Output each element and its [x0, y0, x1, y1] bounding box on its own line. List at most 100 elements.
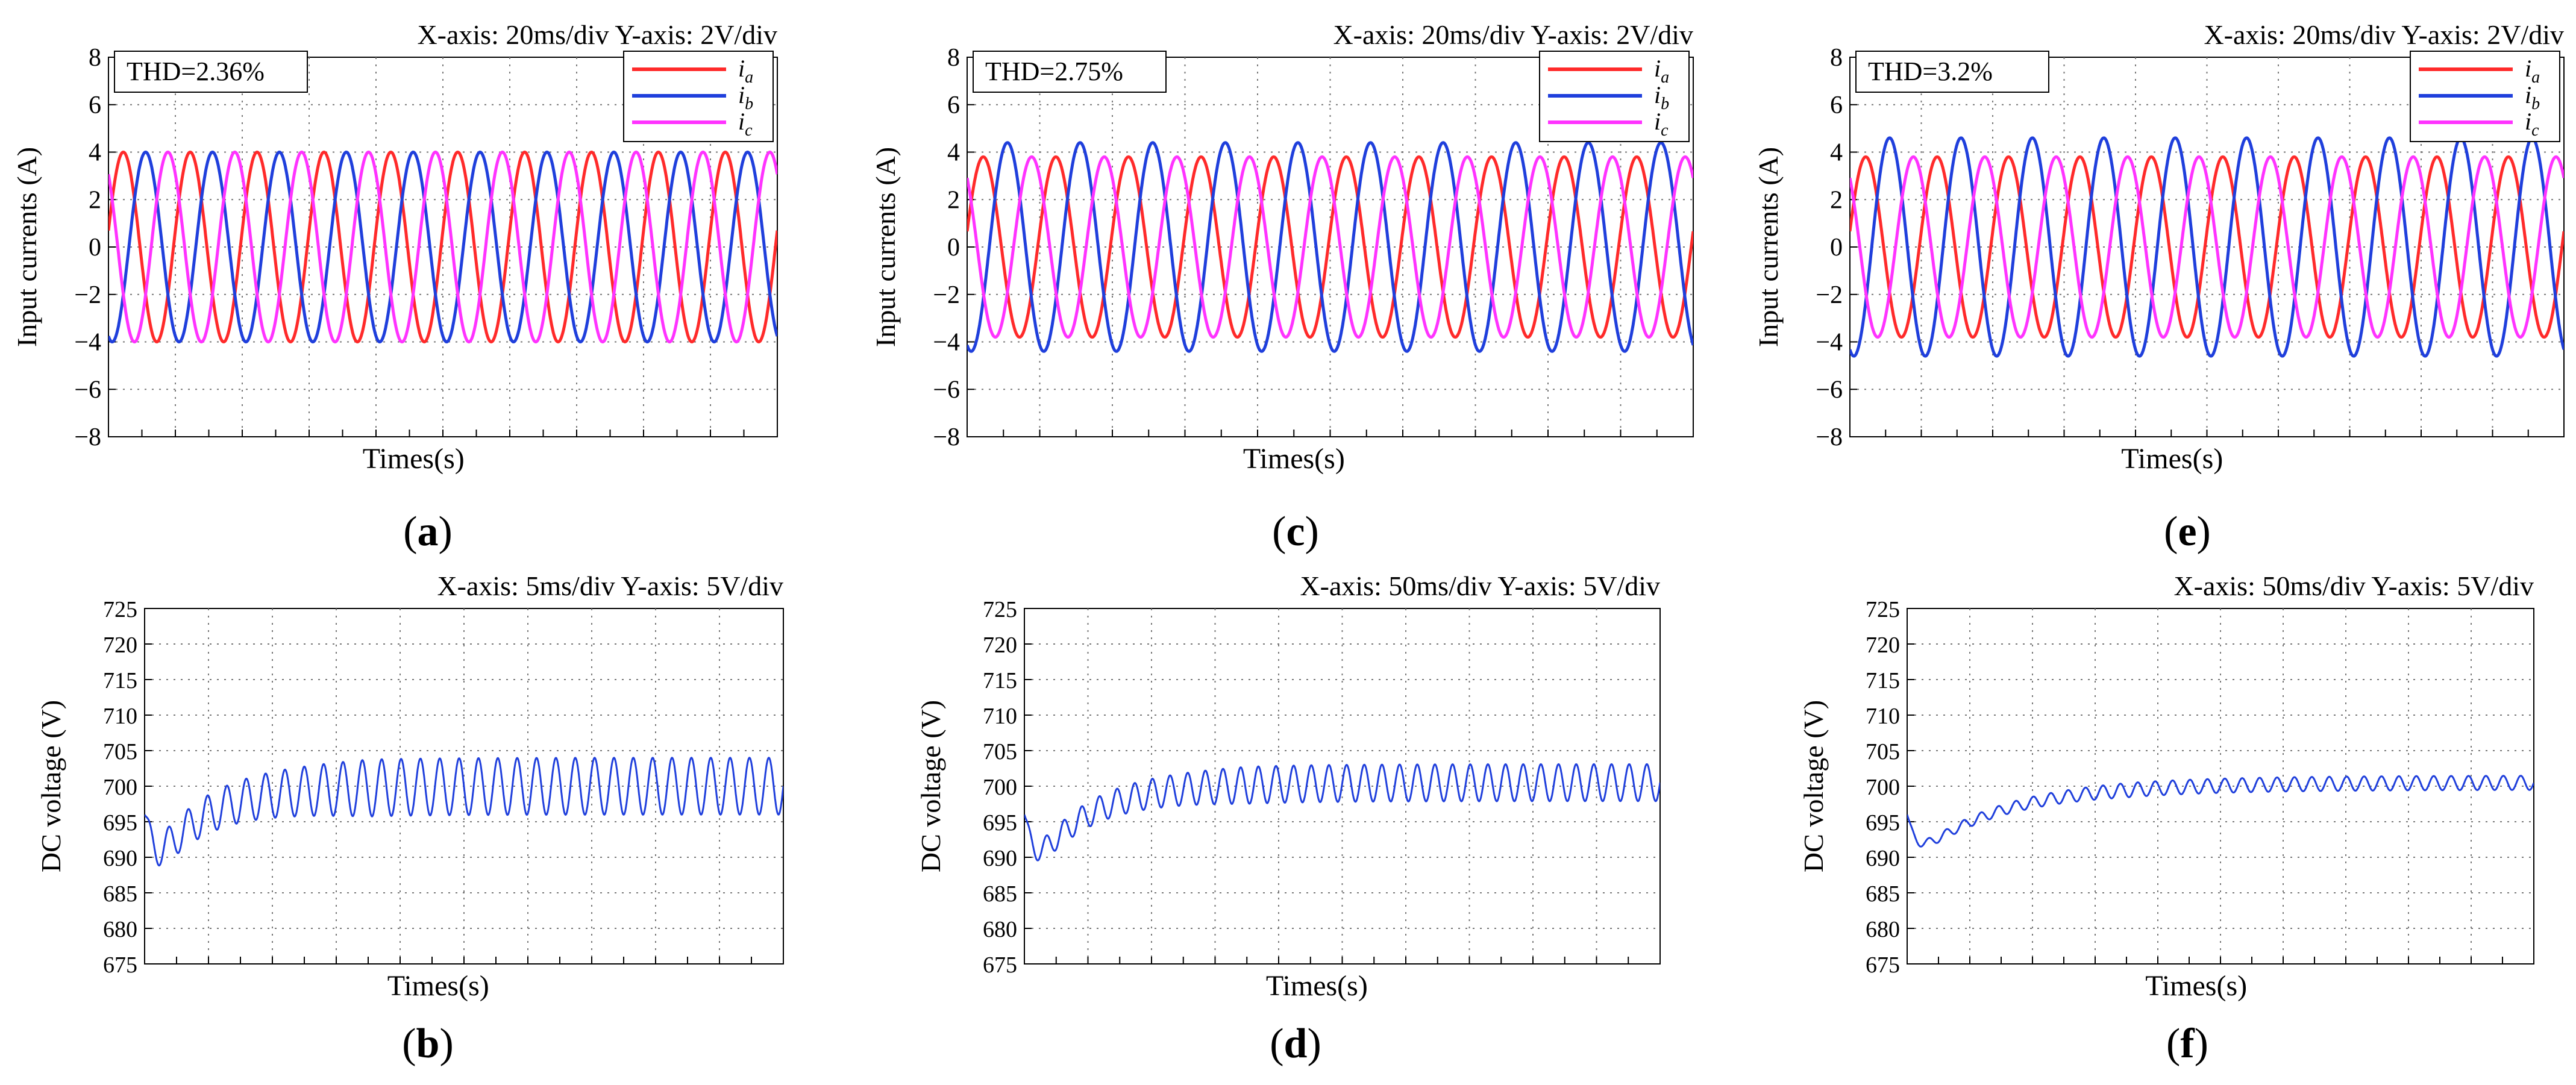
- series-ic-line: [967, 155, 1693, 339]
- series-ib-line: [108, 150, 777, 344]
- y-tick-label: 680: [103, 917, 137, 942]
- series-ib-line: [1850, 136, 2564, 358]
- legend-symbol: i: [1654, 55, 1661, 82]
- x-axis-label: Times(s): [387, 970, 489, 1002]
- caption-letter: b: [416, 1021, 440, 1067]
- caption-letter: d: [1284, 1021, 1308, 1067]
- caption-paren-open: (: [2166, 1021, 2180, 1067]
- y-tick-label: −4: [933, 329, 960, 357]
- legend-subscript: b: [2531, 95, 2540, 113]
- y-axis-label: Input currents (A): [870, 147, 901, 347]
- y-tick-label: 705: [103, 739, 137, 765]
- series-group: [967, 141, 1693, 353]
- y-tick-label: −2: [74, 281, 101, 309]
- thd-label: THD=3.2%: [1868, 57, 1993, 86]
- y-tick-label: −4: [1816, 329, 1843, 357]
- x-axis-label: Times(s): [2121, 443, 2223, 475]
- y-tick-label: −6: [74, 376, 101, 404]
- x-axis-label: Times(s): [1266, 970, 1368, 1002]
- thd-box: [1855, 51, 2049, 93]
- y-axis: 675 680 685 690 695 700 705 710 715 720 725: [103, 597, 783, 978]
- x-ticks: [1003, 430, 1658, 437]
- scale-note: X-axis: 50ms/div Y-axis: 5V/div: [2173, 571, 2534, 601]
- caption-paren-open: (: [1272, 508, 1286, 555]
- series-Udc-line: [1907, 775, 2534, 848]
- y-tick-label: 700: [983, 775, 1017, 800]
- x-axis-label: Times(s): [2145, 970, 2247, 1002]
- y-tick-label: 6: [89, 92, 101, 119]
- panel-caption: (e): [2164, 508, 2211, 555]
- y-tick-label: 8: [89, 44, 101, 72]
- legend-subscript: b: [745, 95, 753, 113]
- legend-subscript: c: [2531, 121, 2539, 140]
- y-axis-label: DC voltage (V): [36, 700, 66, 872]
- thd-label: THD=2.36%: [127, 57, 265, 86]
- legend-subscript: a: [2531, 68, 2540, 87]
- y-tick-label: 2: [1830, 186, 1843, 214]
- y-tick-label: 705: [1866, 739, 1900, 765]
- caption-paren-open: (: [402, 1021, 416, 1067]
- x-ticks: [1885, 430, 2529, 437]
- y-tick-label: −2: [933, 281, 960, 309]
- legend-label-ic: ic: [1654, 108, 1669, 140]
- y-tick-label: 0: [1830, 234, 1843, 261]
- legend-symbol: i: [738, 108, 745, 135]
- y-tick-label: 710: [1866, 704, 1900, 729]
- series-Udc-line: [145, 757, 783, 867]
- series-group: [145, 757, 783, 867]
- y-tick-label: 8: [1830, 44, 1843, 72]
- y-axis: −8 −6 −4 −2 0 2 4 6 8: [74, 44, 777, 451]
- x-ticks: [141, 430, 745, 437]
- panel-caption: (f): [2166, 1021, 2208, 1067]
- series-ib-line: [967, 141, 1693, 353]
- series-ic-line: [1850, 155, 2564, 339]
- panel-f: 675 680 685 690 695 700 705 710 715 720 725 DC volt…: [1798, 571, 2534, 1067]
- panel-b: 675 680 685 690 695 700 705 710 715 720 725 DC volt…: [36, 571, 784, 1067]
- y-tick-label: 675: [983, 952, 1017, 978]
- legend-symbol: i: [738, 81, 745, 108]
- legend-label-ib: ib: [738, 81, 753, 113]
- thd-box: [973, 51, 1167, 93]
- series-ia-line: [967, 155, 1693, 339]
- caption-letter: e: [2178, 508, 2196, 555]
- scale-note: X-axis: 50ms/div Y-axis: 5V/div: [1300, 571, 1660, 601]
- caption-paren-close: ): [1307, 1021, 1321, 1067]
- x-ticks: [1938, 957, 2503, 964]
- legend-symbol: i: [1654, 81, 1661, 108]
- legend-subscript: c: [745, 121, 753, 140]
- y-tick-label: 695: [1866, 810, 1900, 836]
- x-axis-label: Times(s): [1243, 443, 1345, 475]
- y-tick-label: −4: [74, 329, 101, 357]
- y-tick-label: 0: [89, 234, 101, 261]
- series-Udc-line: [1024, 763, 1660, 861]
- caption-letter: f: [2180, 1021, 2195, 1067]
- panel-caption: (a): [403, 508, 453, 555]
- legend-label-ib: ib: [1654, 81, 1669, 113]
- y-tick-label: 4: [1830, 139, 1843, 167]
- legend-subscript: c: [1661, 121, 1669, 140]
- y-tick-label: 675: [103, 952, 137, 978]
- y-axis-label: DC voltage (V): [915, 700, 946, 872]
- y-tick-label: 710: [103, 704, 137, 729]
- y-tick-label: 685: [983, 881, 1017, 907]
- series-ic-line: [108, 151, 777, 343]
- scale-note: X-axis: 20ms/div Y-axis: 2V/div: [2204, 19, 2564, 50]
- legend-symbol: i: [2525, 81, 2531, 108]
- panel-caption: (c): [1272, 508, 1319, 555]
- caption-paren-close: ): [2197, 508, 2211, 555]
- y-tick-label: 680: [983, 917, 1017, 942]
- scale-note: X-axis: 20ms/div Y-axis: 2V/div: [417, 19, 777, 50]
- y-tick-label: 720: [103, 633, 137, 658]
- y-tick-label: 710: [983, 704, 1017, 729]
- thd-annotation: THD=2.36%: [114, 51, 308, 93]
- y-axis: 675 680 685 690 695 700 705 710 715 720 725: [983, 597, 1660, 978]
- legend-label-ic: ic: [738, 108, 753, 140]
- caption-paren-close: ): [439, 508, 453, 555]
- y-tick-label: 725: [103, 597, 137, 622]
- series-group: [1024, 763, 1660, 861]
- vertical-gridlines: [208, 608, 720, 964]
